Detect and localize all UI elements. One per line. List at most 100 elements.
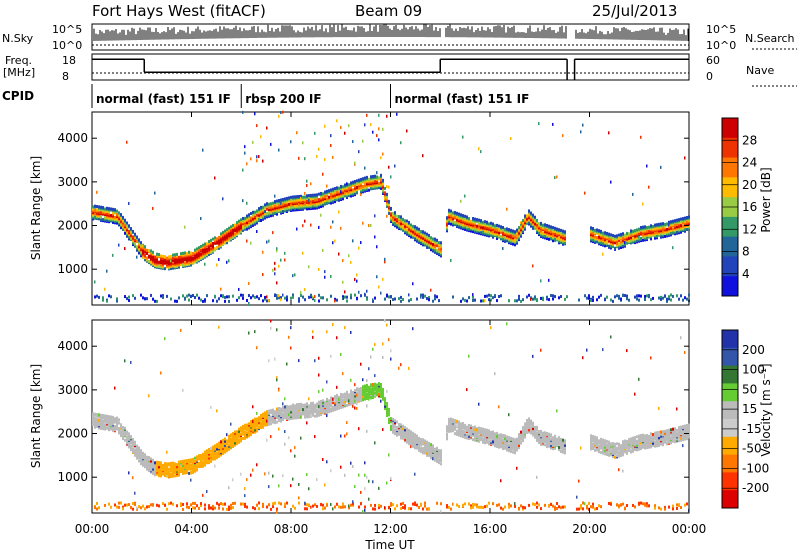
data-cell xyxy=(614,234,616,238)
data-cell xyxy=(334,189,336,193)
data-cell xyxy=(532,264,534,268)
velocity-data xyxy=(92,319,690,514)
data-cell xyxy=(388,185,390,189)
data-cell xyxy=(354,192,356,196)
data-cell xyxy=(126,432,128,436)
data-cell xyxy=(292,414,294,418)
data-cell xyxy=(164,267,166,271)
data-cell xyxy=(92,207,94,211)
data-cell xyxy=(136,255,138,259)
data-cell xyxy=(298,496,300,500)
colorbar-swatch xyxy=(722,118,738,139)
data-cell xyxy=(232,294,234,298)
data-cell xyxy=(304,298,306,302)
data-cell xyxy=(274,357,276,361)
data-cell xyxy=(394,164,396,168)
data-cell xyxy=(170,472,172,476)
data-cell xyxy=(162,502,164,506)
data-cell xyxy=(624,239,626,243)
data-cell xyxy=(228,259,230,263)
data-cell xyxy=(474,298,476,302)
data-cell xyxy=(376,179,378,183)
data-cell xyxy=(590,236,592,240)
data-cell xyxy=(242,222,244,226)
data-cell xyxy=(234,232,236,236)
data-cell xyxy=(166,462,168,466)
data-cell xyxy=(234,229,236,233)
data-cell xyxy=(374,174,376,178)
data-cell xyxy=(550,236,552,240)
data-cell xyxy=(290,205,292,209)
data-cell xyxy=(534,215,536,219)
data-cell xyxy=(96,507,98,511)
data-cell xyxy=(110,505,112,509)
data-cell xyxy=(172,253,174,257)
data-cell xyxy=(322,296,324,300)
colorbar-swatch xyxy=(722,177,738,198)
data-cell xyxy=(498,224,500,228)
data-cell xyxy=(282,209,284,213)
data-cell xyxy=(410,223,412,227)
data-cell xyxy=(196,259,198,263)
data-cell xyxy=(242,293,244,297)
data-cell xyxy=(178,255,180,259)
data-cell xyxy=(382,127,384,131)
data-cell xyxy=(450,213,452,217)
data-cell xyxy=(318,225,320,229)
data-cell xyxy=(452,213,454,217)
data-cell xyxy=(268,503,270,507)
data-cell xyxy=(290,140,292,144)
data-cell xyxy=(664,234,666,238)
data-cell xyxy=(412,224,414,228)
data-cell xyxy=(116,297,118,301)
data-cell xyxy=(670,293,672,297)
data-cell xyxy=(414,229,416,233)
data-cell xyxy=(668,295,670,299)
data-cell xyxy=(110,207,112,211)
data-cell xyxy=(162,256,164,260)
data-cell xyxy=(256,209,258,213)
data-cell xyxy=(392,298,394,302)
data-cell xyxy=(480,231,482,235)
data-cell xyxy=(294,454,296,458)
data-cell xyxy=(530,222,532,226)
data-cell xyxy=(312,193,314,197)
data-cell xyxy=(220,440,222,444)
data-cell xyxy=(296,208,298,212)
data-cell xyxy=(438,299,440,303)
data-cell xyxy=(160,256,162,260)
data-cell xyxy=(226,507,228,511)
data-cell xyxy=(236,221,238,225)
data-cell xyxy=(624,294,626,298)
data-cell xyxy=(656,234,658,238)
data-cell xyxy=(144,507,146,511)
data-cell xyxy=(286,410,288,414)
data-cell xyxy=(96,294,98,298)
data-cell xyxy=(174,474,176,478)
data-cell xyxy=(684,156,686,160)
data-cell xyxy=(162,463,164,467)
data-cell xyxy=(318,356,320,360)
data-cell xyxy=(394,211,396,215)
data-cell xyxy=(636,239,638,243)
data-cell xyxy=(544,227,546,231)
data-cell xyxy=(306,407,308,411)
data-cell xyxy=(208,451,210,455)
data-cell xyxy=(412,230,414,234)
data-cell xyxy=(248,331,250,335)
data-cell xyxy=(238,287,240,291)
data-cell xyxy=(100,205,102,209)
data-cell xyxy=(590,299,592,303)
data-cell xyxy=(346,191,348,195)
data-cell xyxy=(324,190,326,194)
data-cell xyxy=(126,221,128,225)
data-cell xyxy=(146,250,148,254)
data-cell xyxy=(254,428,256,432)
data-cell xyxy=(160,470,162,474)
data-cell xyxy=(416,226,418,230)
data-cell xyxy=(166,263,168,267)
data-cell xyxy=(330,192,332,196)
data-cell xyxy=(398,215,400,219)
data-cell xyxy=(360,294,362,298)
